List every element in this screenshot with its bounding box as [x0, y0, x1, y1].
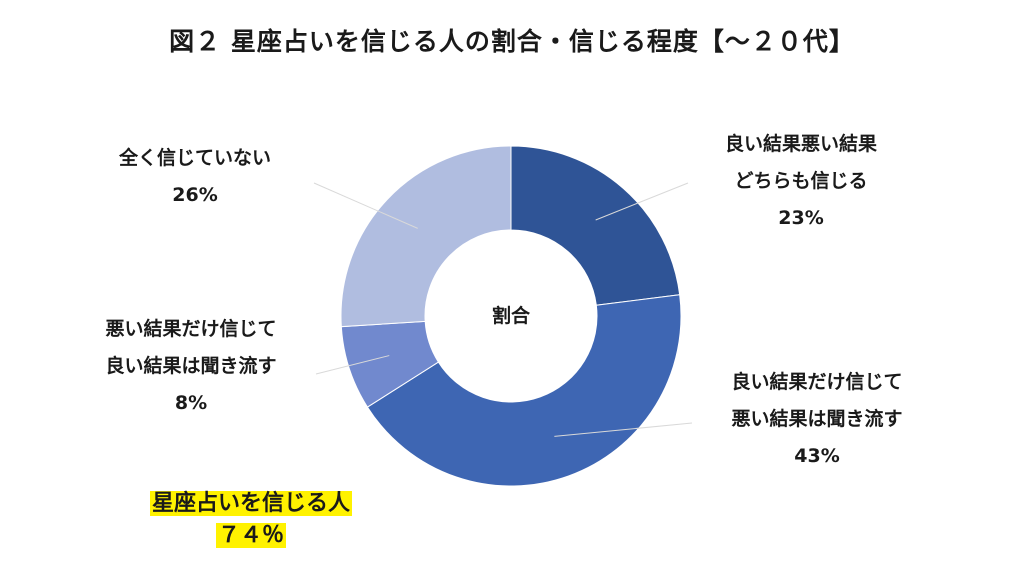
- slice-label-line: どちらも信じる: [734, 170, 868, 192]
- slice-label-line: 悪い結果は聞き流す: [731, 408, 903, 430]
- slice-percent: 43%: [794, 445, 840, 467]
- chart-title: 図２ 星座占いを信じる人の割合・信じる程度【～２０代】: [169, 27, 855, 56]
- slice-percent: 8%: [174, 392, 208, 414]
- leader-line: [595, 182, 689, 221]
- slice-good-only: [366, 294, 682, 487]
- slice-label-bad-only: 悪い結果だけ信じて 良い結果は聞き流す 8%: [66, 311, 316, 422]
- leader-line: [554, 422, 693, 437]
- leader-line: [315, 355, 390, 375]
- highlight-box: 星座占いを信じる人 ７４％: [112, 488, 390, 552]
- slice-label-none: 全く信じていない 26%: [82, 140, 308, 214]
- slice-label-line: 良い結果は聞き流す: [105, 355, 277, 377]
- slice-label-both: 良い結果悪い結果 どちらも信じる 23%: [688, 126, 914, 237]
- slice-label-line: 良い結果だけ信じて: [731, 371, 903, 393]
- center-label: 割合: [492, 304, 531, 327]
- slice-label-good-only: 良い結果だけ信じて 悪い結果は聞き流す 43%: [692, 364, 942, 475]
- slice-both: [510, 145, 681, 306]
- highlight-line-2: ７４％: [215, 523, 286, 548]
- slice-percent: 26%: [172, 184, 218, 206]
- highlight-line-1: 星座占いを信じる人: [149, 491, 352, 516]
- slice-label-line: 悪い結果だけ信じて: [105, 318, 277, 340]
- leader-line: [313, 182, 418, 229]
- slice-label-line: 全く信じていない: [118, 147, 271, 169]
- slice-percent: 23%: [778, 207, 824, 229]
- slice-label-line: 良い結果悪い結果: [724, 133, 877, 155]
- slice-none: [340, 145, 512, 328]
